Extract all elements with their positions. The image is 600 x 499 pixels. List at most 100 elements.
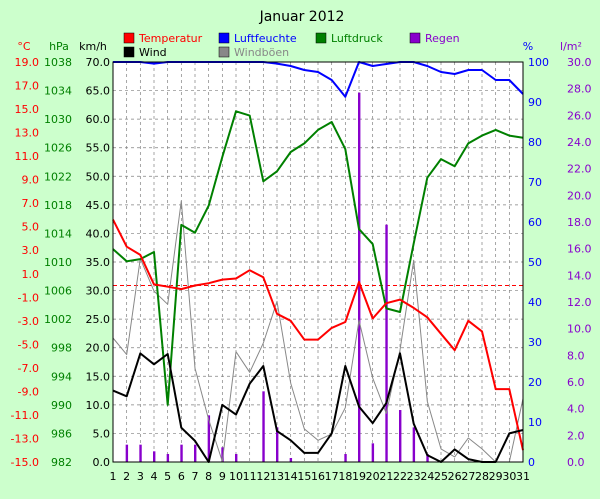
temp-tick-label: -7.0 bbox=[18, 362, 39, 375]
pressure-tick-label: 1030 bbox=[44, 113, 72, 126]
x-tick-label: 19 bbox=[352, 470, 366, 483]
rain-tick-label: 24.0 bbox=[567, 136, 592, 149]
pressure-tick-label: 1038 bbox=[44, 56, 72, 69]
rain-tick-label: 26.0 bbox=[567, 109, 592, 122]
pressure-tick-label: 990 bbox=[51, 399, 72, 412]
temp-tick-label: 5.0 bbox=[22, 221, 40, 234]
pressure-tick-label: 998 bbox=[51, 342, 72, 355]
pressure-tick-label: 994 bbox=[51, 370, 72, 383]
rain-bar bbox=[412, 427, 416, 462]
x-tick-label: 16 bbox=[311, 470, 325, 483]
rain-tick-label: 22.0 bbox=[567, 163, 592, 176]
rain-tick-label: 14.0 bbox=[567, 269, 592, 282]
pressure-tick-label: 1010 bbox=[44, 256, 72, 269]
rain-tick-label: 20.0 bbox=[567, 189, 592, 202]
wind-tick-label: 15.0 bbox=[86, 370, 111, 383]
temp-tick-label: -5.0 bbox=[18, 338, 39, 351]
wind-tick-label: 10.0 bbox=[86, 399, 111, 412]
x-tick-label: 22 bbox=[393, 470, 407, 483]
legend-swatch bbox=[123, 32, 135, 44]
temp-tick-label: -15.0 bbox=[11, 456, 39, 469]
temp-tick-label: 9.0 bbox=[22, 174, 40, 187]
rain-unit-label: l/m² bbox=[560, 40, 582, 53]
pressure-tick-label: 1002 bbox=[44, 313, 72, 326]
humidity-tick-label: 40 bbox=[528, 296, 542, 309]
rain-tick-label: 4.0 bbox=[567, 403, 585, 416]
x-tick-label: 17 bbox=[325, 470, 339, 483]
series-line-wind bbox=[112, 352, 524, 463]
axis-ticks: 19.017.015.013.011.09.07.05.03.01.0-1.0-… bbox=[11, 56, 592, 483]
rain-bars bbox=[125, 92, 429, 463]
x-tick-label: 3 bbox=[137, 470, 144, 483]
wind-tick-label: 60.0 bbox=[86, 113, 111, 126]
x-tick-label: 10 bbox=[229, 470, 243, 483]
series-line-temperatur bbox=[112, 219, 524, 451]
humidity-tick-label: 70 bbox=[528, 176, 542, 189]
rain-bar bbox=[358, 92, 361, 463]
pressure-tick-label: 986 bbox=[51, 427, 72, 440]
rain-tick-label: 16.0 bbox=[567, 243, 592, 256]
x-tick-label: 2 bbox=[123, 470, 130, 483]
x-tick-label: 4 bbox=[151, 470, 158, 483]
rain-tick-label: 2.0 bbox=[567, 429, 585, 442]
rain-bar bbox=[426, 454, 429, 462]
temp-tick-label: -11.0 bbox=[11, 409, 39, 422]
wind-tick-label: 30.0 bbox=[86, 285, 111, 298]
temp-tick-label: 17.0 bbox=[15, 80, 40, 93]
legend-swatch bbox=[123, 46, 135, 58]
rain-tick-label: 0.0 bbox=[567, 456, 585, 469]
x-tick-label: 9 bbox=[219, 470, 226, 483]
x-tick-label: 7 bbox=[192, 470, 199, 483]
x-tick-label: 18 bbox=[338, 470, 352, 483]
temp-tick-label: 3.0 bbox=[22, 244, 40, 257]
rain-bar bbox=[125, 444, 129, 462]
rain-bar bbox=[180, 444, 183, 462]
wind-tick-label: 40.0 bbox=[86, 227, 111, 240]
legend-swatch bbox=[315, 32, 327, 44]
temp-tick-label: -3.0 bbox=[18, 315, 39, 328]
x-tick-label: 29 bbox=[489, 470, 503, 483]
x-tick-label: 8 bbox=[205, 470, 212, 483]
x-tick-label: 5 bbox=[164, 470, 171, 483]
rain-bar bbox=[289, 458, 293, 462]
legend-label: Temperatur bbox=[138, 32, 203, 45]
x-tick-label: 1 bbox=[110, 470, 117, 483]
x-tick-label: 26 bbox=[448, 470, 462, 483]
wind-tick-label: 65.0 bbox=[86, 85, 111, 98]
chart-title: Januar 2012 bbox=[259, 9, 345, 25]
x-tick-label: 30 bbox=[502, 470, 516, 483]
humidity-tick-label: 50 bbox=[528, 256, 542, 269]
temp-tick-label: 19.0 bbox=[15, 56, 40, 69]
wind-tick-label: 55.0 bbox=[86, 142, 111, 155]
rain-bar bbox=[235, 454, 238, 462]
humidity-tick-label: 30 bbox=[528, 336, 542, 349]
legend-swatch bbox=[218, 46, 230, 58]
legend-swatch bbox=[409, 32, 421, 44]
x-tick-label: 28 bbox=[475, 470, 489, 483]
x-tick-label: 25 bbox=[434, 470, 448, 483]
pressure-tick-label: 1014 bbox=[44, 227, 72, 240]
x-tick-label: 12 bbox=[256, 470, 270, 483]
humidity-tick-label: 10 bbox=[528, 416, 542, 429]
x-tick-label: 13 bbox=[270, 470, 284, 483]
rain-tick-label: 8.0 bbox=[567, 349, 585, 362]
humidity-tick-label: 60 bbox=[528, 216, 542, 229]
rain-tick-label: 30.0 bbox=[567, 56, 592, 69]
rain-bar bbox=[399, 410, 402, 462]
x-tick-label: 6 bbox=[178, 470, 185, 483]
rain-tick-label: 28.0 bbox=[567, 83, 592, 96]
pressure-tick-label: 1022 bbox=[44, 170, 72, 183]
wind-tick-label: 70.0 bbox=[86, 56, 111, 69]
humidity-tick-label: 90 bbox=[528, 96, 542, 109]
temp-tick-label: 1.0 bbox=[22, 268, 40, 281]
humidity-tick-label: 0 bbox=[528, 456, 535, 469]
wind-tick-label: 45.0 bbox=[86, 199, 111, 212]
legend: Temperatur Luftfeuchte Luftdruck Regen Wind W… bbox=[123, 32, 460, 59]
wind-tick-label: 50.0 bbox=[86, 170, 111, 183]
legend-swatch bbox=[218, 32, 230, 44]
rain-bar bbox=[139, 444, 142, 462]
x-tick-label: 20 bbox=[366, 470, 380, 483]
wind-tick-label: 5.0 bbox=[93, 427, 111, 440]
pressure-tick-label: 1006 bbox=[44, 285, 72, 298]
pressure-tick-label: 1034 bbox=[44, 85, 72, 98]
